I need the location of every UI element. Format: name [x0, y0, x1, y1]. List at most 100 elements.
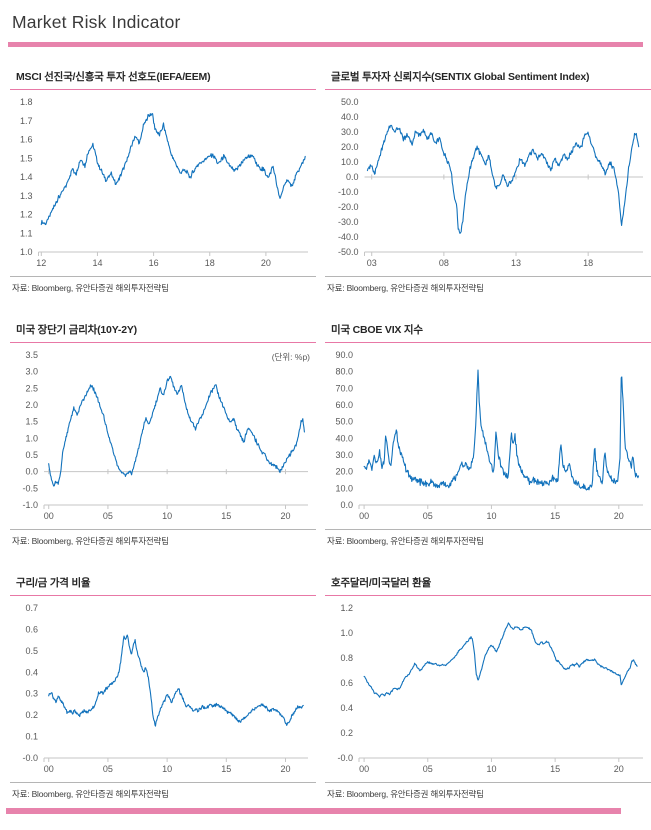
footer-accent-bar [6, 808, 621, 814]
svg-text:1.4: 1.4 [20, 172, 33, 182]
source-note: 자료: Bloomberg, 유안타증권 해외투자전략팀 [325, 529, 651, 547]
svg-text:70.0: 70.0 [335, 383, 353, 393]
svg-text:00: 00 [44, 764, 54, 774]
chart-block-us-yield-spread: 미국 장단기 금리차(10Y-2Y) (단위: %p) 3.5 3.0 2.5 2.0… [10, 322, 316, 547]
svg-text:15: 15 [550, 764, 560, 774]
svg-text:10: 10 [162, 511, 172, 521]
svg-text:1.5: 1.5 [25, 417, 38, 427]
svg-text:0.0: 0.0 [25, 467, 38, 477]
svg-text:20.0: 20.0 [341, 142, 359, 152]
chart-title: MSCI 선진국/신흥국 투자 선호도(IEFA/EEM) [10, 69, 316, 90]
chart-title: 글로벌 투자자 신뢰지수(SENTIX Global Sentiment Ind… [325, 69, 651, 90]
chart-plot-area: (단위: %p) 3.5 3.0 2.5 2.0 1.5 1.0 0.5 0.0 -0.5 -1.… [10, 345, 316, 525]
svg-text:40.0: 40.0 [335, 433, 353, 443]
svg-text:10.0: 10.0 [341, 157, 359, 167]
chart-block-copper-gold-ratio: 구리/금 가격 비율 0.7 0.6 0.5 0.4 0.3 0.2 0.1 -0.0 00 05… [10, 575, 316, 800]
svg-text:0.2: 0.2 [25, 710, 38, 720]
svg-text:15: 15 [221, 511, 231, 521]
chart-plot-area: 50.0 40.0 30.0 20.0 10.0 0.0 -10.0 -20.0 -30.0 -4… [325, 92, 651, 272]
svg-text:15: 15 [221, 764, 231, 774]
svg-text:0.2: 0.2 [340, 728, 353, 738]
svg-text:0.5: 0.5 [25, 646, 38, 656]
svg-text:0.0: 0.0 [340, 500, 353, 510]
svg-text:05: 05 [103, 764, 113, 774]
svg-text:3.0: 3.0 [25, 367, 38, 377]
svg-text:05: 05 [423, 511, 433, 521]
chart-block-sentix-sentiment: 글로벌 투자자 신뢰지수(SENTIX Global Sentiment Ind… [325, 69, 651, 294]
svg-text:18: 18 [205, 258, 215, 268]
svg-text:00: 00 [359, 764, 369, 774]
svg-text:-10.0: -10.0 [338, 187, 359, 197]
svg-text:14: 14 [92, 258, 102, 268]
svg-text:10.0: 10.0 [335, 483, 353, 493]
svg-text:1.5: 1.5 [20, 153, 33, 163]
svg-text:2.0: 2.0 [25, 400, 38, 410]
svg-text:13: 13 [511, 258, 521, 268]
svg-text:-0.5: -0.5 [22, 483, 38, 493]
svg-text:03: 03 [367, 258, 377, 268]
line-chart: 50.0 40.0 30.0 20.0 10.0 0.0 -10.0 -20.0 -30.0 -4… [338, 97, 643, 268]
svg-text:1.0: 1.0 [340, 628, 353, 638]
svg-text:80.0: 80.0 [335, 367, 353, 377]
line-chart: 1.8 1.7 1.6 1.5 1.4 1.3 1.2 1.1 1.012 14 16 18 20 [20, 97, 308, 268]
svg-text:0.6: 0.6 [340, 678, 353, 688]
svg-text:1.2: 1.2 [340, 603, 353, 613]
chart-title: 미국 장단기 금리차(10Y-2Y) [10, 322, 316, 343]
source-note: 자료: Bloomberg, 유안타증권 해외투자전략팀 [10, 276, 316, 294]
svg-text:0.7: 0.7 [25, 603, 38, 613]
svg-text:1.3: 1.3 [20, 191, 33, 201]
chart-title: 미국 CBOE VIX 지수 [325, 322, 651, 343]
line-chart: 1.2 1.0 0.8 0.6 0.4 0.2 -0.0 00 05 10 15 20 [337, 603, 643, 774]
source-note: 자료: Bloomberg, 유안타증권 해외투자전략팀 [10, 782, 316, 800]
svg-text:1.7: 1.7 [20, 116, 33, 126]
svg-text:20.0: 20.0 [335, 467, 353, 477]
svg-text:20: 20 [280, 511, 290, 521]
svg-text:-20.0: -20.0 [338, 202, 359, 212]
svg-text:50.0: 50.0 [341, 97, 359, 107]
page-title: Market Risk Indicator [12, 12, 181, 32]
svg-text:1.2: 1.2 [20, 210, 33, 220]
svg-text:0.3: 0.3 [25, 689, 38, 699]
svg-text:-0.0: -0.0 [337, 753, 353, 763]
svg-text:20: 20 [614, 511, 624, 521]
svg-text:90.0: 90.0 [335, 350, 353, 360]
line-chart: 90.0 80.0 70.0 60.0 50.0 40.0 30.0 20.0 10.0 0.0 0… [335, 350, 643, 521]
svg-text:40.0: 40.0 [341, 112, 359, 122]
svg-text:20: 20 [614, 764, 624, 774]
source-note: 자료: Bloomberg, 유안타증권 해외투자전략팀 [325, 782, 651, 800]
svg-text:05: 05 [103, 511, 113, 521]
svg-text:-0.0: -0.0 [22, 753, 38, 763]
chart-block-aud-usd-rate: 호주달러/미국달러 환율 1.2 1.0 0.8 0.6 0.4 0.2 -0.0 00 05 1… [325, 575, 651, 800]
charts-grid: MSCI 선진국/신흥국 투자 선호도(IEFA/EEM) 1.8 1.7 1.6 1… [8, 69, 651, 800]
svg-text:10: 10 [486, 511, 496, 521]
svg-text:-40.0: -40.0 [338, 232, 359, 242]
header-accent-bar [8, 42, 643, 47]
svg-text:18: 18 [583, 258, 593, 268]
svg-text:-1.0: -1.0 [22, 500, 38, 510]
svg-text:0.6: 0.6 [25, 624, 38, 634]
chart-plot-area: 90.0 80.0 70.0 60.0 50.0 40.0 30.0 20.0 10.0 0.0 0… [325, 345, 651, 525]
chart-title: 호주달러/미국달러 환율 [325, 575, 651, 596]
svg-text:1.0: 1.0 [25, 433, 38, 443]
svg-text:08: 08 [439, 258, 449, 268]
source-note: 자료: Bloomberg, 유안타증권 해외투자전략팀 [10, 529, 316, 547]
chart-block-vix-index: 미국 CBOE VIX 지수 90.0 80.0 70.0 60.0 50.0 40.0 3… [325, 322, 651, 547]
svg-text:0.1: 0.1 [25, 732, 38, 742]
svg-text:50.0: 50.0 [335, 417, 353, 427]
svg-text:10: 10 [162, 764, 172, 774]
svg-text:0.4: 0.4 [340, 703, 353, 713]
svg-text:10: 10 [486, 764, 496, 774]
svg-text:1.1: 1.1 [20, 228, 33, 238]
unit-label: (단위: %p) [271, 352, 310, 362]
svg-text:0.4: 0.4 [25, 667, 38, 677]
svg-text:30.0: 30.0 [335, 450, 353, 460]
svg-text:1.0: 1.0 [20, 247, 33, 257]
svg-text:1.8: 1.8 [20, 97, 33, 107]
source-note: 자료: Bloomberg, 유안타증권 해외투자전략팀 [325, 276, 651, 294]
chart-plot-area: 1.8 1.7 1.6 1.5 1.4 1.3 1.2 1.1 1.0 12 14 16 18 20 [10, 92, 316, 272]
line-chart: 0.7 0.6 0.5 0.4 0.3 0.2 0.1 -0.0 00 05 10 15 20 [22, 603, 308, 774]
svg-text:15: 15 [550, 511, 560, 521]
svg-text:1.6: 1.6 [20, 135, 33, 145]
chart-title: 구리/금 가격 비율 [10, 575, 316, 596]
svg-text:0.8: 0.8 [340, 653, 353, 663]
